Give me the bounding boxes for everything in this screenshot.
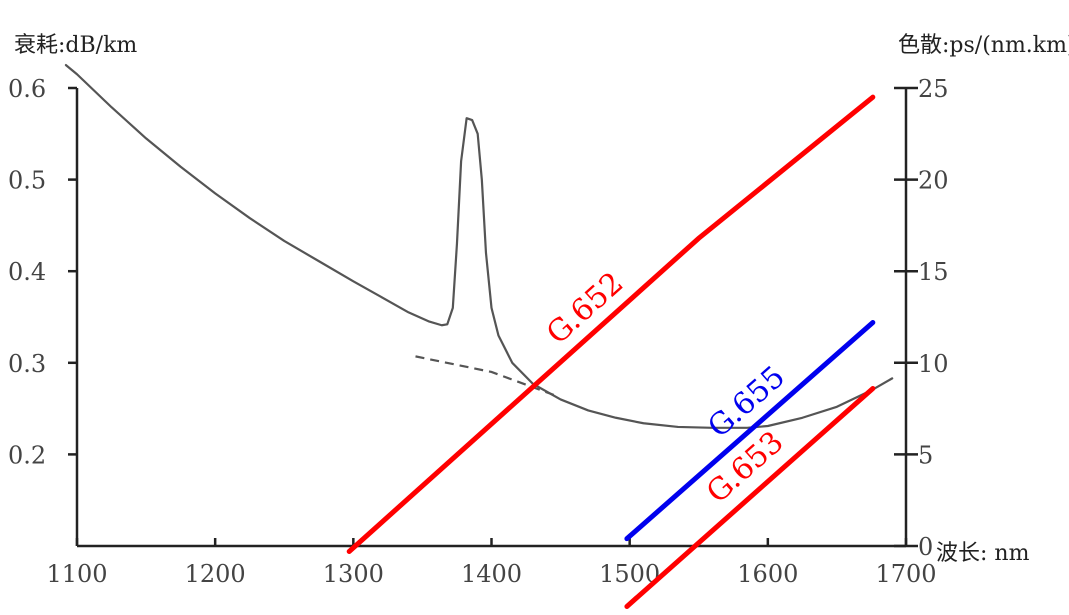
dispersion-line-g652 [346,94,876,554]
x-tick-label: 1400 [461,560,522,588]
x-tick-label: 1100 [46,560,107,588]
x-tick-label: 1300 [323,560,384,588]
attenuation-curve [64,63,894,429]
right-axis-title: 色散:ps/(nm.km) [898,33,1069,58]
x-tick-label: 1200 [185,560,246,588]
right-y-tick-label: 10 [918,350,949,378]
dispersion-line-g655 [624,319,876,542]
left-y-tick-label: 0.6 [8,75,46,103]
right-y-tick-label: 25 [918,75,949,103]
right-y-tick-label: 0 [918,533,933,561]
left-y-tick-label: 0.2 [8,441,46,469]
left-axis-title: 衰耗:dB/km [14,33,137,58]
x-tick-label: 1600 [737,560,798,588]
right-y-tick-label: 15 [918,258,949,286]
left-y-tick-label: 0.5 [8,167,46,195]
right-y-tick-label: 5 [918,441,933,469]
dispersion-line-g653 [624,385,876,609]
left-y-tick-label: 0.3 [8,350,46,378]
x-axis-title: 波长: nm [936,541,1030,566]
curves-group [64,63,894,609]
right-y-tick-label: 20 [918,167,949,195]
left-y-tick-label: 0.4 [8,258,46,286]
x-tick-label: 1700 [875,560,936,588]
